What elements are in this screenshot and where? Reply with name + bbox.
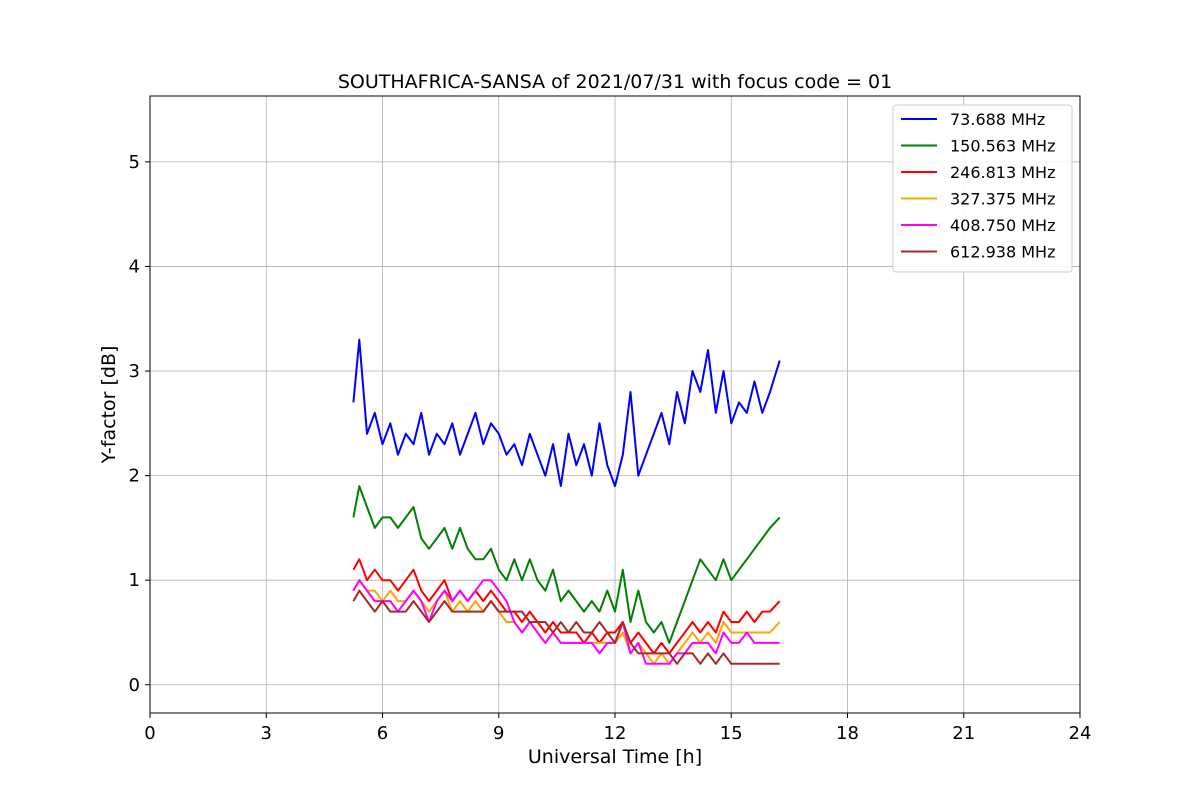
y-tick-label: 4	[129, 256, 140, 277]
y-tick-label: 1	[129, 570, 140, 591]
legend-label-3: 327.375 MHz	[950, 190, 1055, 209]
legend-label-1: 150.563 MHz	[950, 137, 1055, 156]
x-axis-label: Universal Time [h]	[528, 746, 702, 768]
x-tick-label: 15	[720, 723, 743, 744]
series-line-2	[352, 558, 781, 655]
legend: 73.688 MHz 150.563 MHz 246.813 MHz 327.375 …	[892, 104, 1073, 273]
series-line-0	[352, 338, 781, 488]
x-tick-label: 24	[1069, 723, 1092, 744]
legend-label-5: 612.938 MHz	[950, 243, 1055, 262]
series-line-1	[352, 485, 781, 644]
x-tick-label: 18	[836, 723, 859, 744]
x-tick-label: 9	[493, 723, 504, 744]
legend-box	[892, 104, 1073, 273]
chart-title: SOUTHAFRICA-SANSA of 2021/07/31 with foc…	[338, 71, 892, 93]
x-tick-label: 6	[377, 723, 388, 744]
y-axis-label: Y-factor [dB]	[98, 346, 120, 465]
x-tick-label: 12	[604, 723, 627, 744]
series-layer	[352, 338, 781, 665]
y-tick-label: 2	[129, 466, 140, 487]
legend-label-4: 408.750 MHz	[950, 216, 1055, 235]
x-tick-label: 0	[144, 723, 155, 744]
x-tick-label: 3	[261, 723, 272, 744]
x-tick-label: 21	[952, 723, 975, 744]
series-line-4	[352, 579, 780, 665]
legend-label-2: 246.813 MHz	[950, 163, 1055, 182]
legend-label-0: 73.688 MHz	[950, 110, 1045, 129]
series-line-5	[352, 589, 780, 665]
y-tick-label: 5	[129, 152, 140, 173]
y-tick-label: 0	[129, 675, 140, 696]
y-tick-label: 3	[129, 361, 140, 382]
